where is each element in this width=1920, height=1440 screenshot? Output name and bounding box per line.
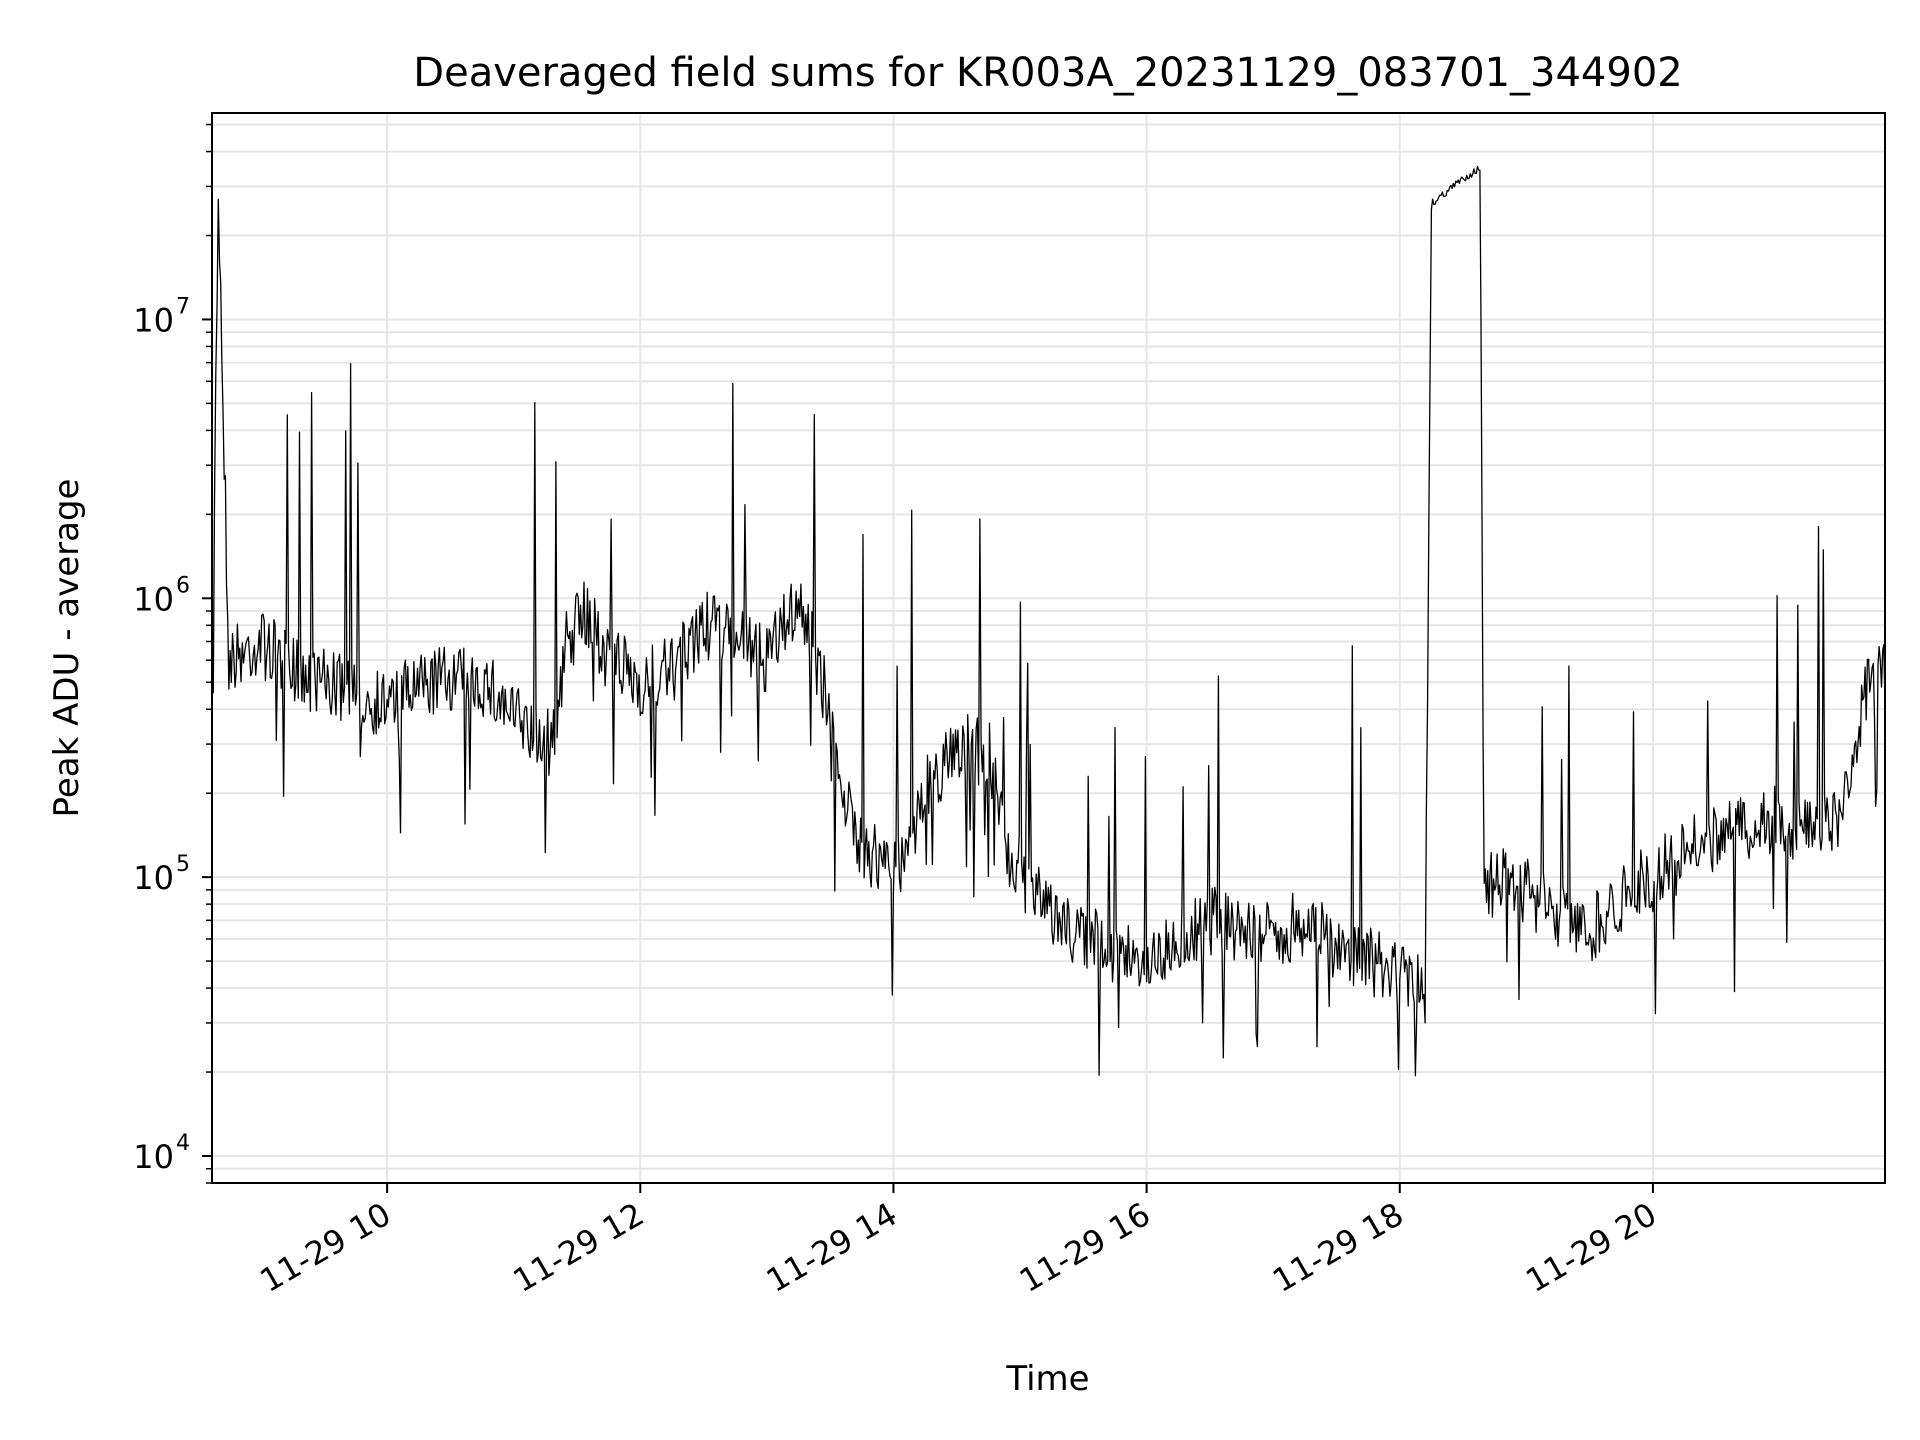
series-line [212, 165, 1885, 1077]
major-gridlines [212, 113, 1885, 1183]
y-tick-exponent: 6 [176, 573, 190, 598]
y-tick-label: 10 [133, 1138, 174, 1176]
y-tick-label: 10 [133, 859, 174, 897]
y-tick-label: 10 [133, 580, 174, 618]
chart-title: Deaveraged field sums for KR003A_2023112… [413, 50, 1682, 96]
y-tick-exponent: 4 [176, 1131, 190, 1156]
y-tick-label: 10 [133, 301, 174, 339]
x-axis-label: Time [1005, 1359, 1089, 1399]
plot-frame [211, 112, 1886, 1184]
plot-area [212, 165, 1885, 1077]
y-tick-exponent: 7 [176, 294, 190, 319]
y-tick-exponent: 5 [176, 852, 190, 877]
y-axis-label: Peak ADU - average [47, 479, 87, 818]
